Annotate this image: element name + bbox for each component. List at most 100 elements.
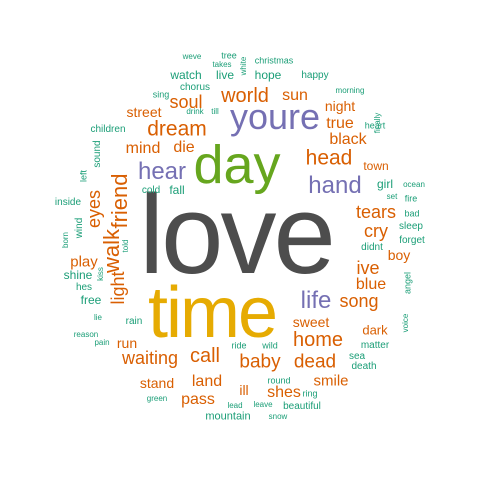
word-pass: pass [181, 391, 215, 408]
word-bad: bad [404, 208, 420, 219]
word-christmas: christmas [254, 55, 294, 66]
word-finally: finally [373, 112, 382, 134]
word-run: run [116, 335, 138, 351]
word-wild: wild [262, 340, 278, 351]
word-boy: boy [387, 247, 411, 263]
word-time: time [147, 273, 278, 353]
word-heart: heart [364, 120, 386, 131]
word-tree: tree [221, 50, 237, 61]
word-forget: forget [399, 235, 425, 246]
word-shine: shine [63, 268, 93, 282]
word-song: song [339, 291, 379, 311]
word-eyes: eyes [84, 189, 104, 229]
word-born: born [61, 231, 70, 249]
word-didnt: didnt [361, 242, 383, 253]
word-land: land [191, 373, 223, 390]
word-head: head [305, 146, 353, 170]
word-takes: takes [212, 60, 232, 69]
word-sing: sing [152, 89, 170, 100]
word-pain: pain [94, 338, 110, 347]
word-reason: reason [73, 330, 99, 339]
word-green: green [146, 394, 168, 403]
word-baby: baby [239, 351, 281, 373]
word-hear: hear [137, 158, 187, 185]
word-town: town [363, 159, 389, 173]
word-told: told [121, 239, 130, 253]
word-ive: ive [356, 258, 380, 278]
word-children: children [90, 124, 126, 135]
word-snow: snow [268, 412, 288, 421]
word-morning: morning [335, 86, 365, 95]
word-hand: hand [308, 172, 362, 199]
word-free: free [80, 293, 102, 307]
word-white: white [239, 56, 248, 76]
word-waiting: waiting [121, 348, 179, 368]
word-inside: inside [54, 197, 82, 208]
word-love: love [139, 172, 335, 297]
word-kiss: kiss [96, 267, 105, 281]
word-play: play [70, 253, 98, 271]
word-sweet: sweet [292, 314, 330, 330]
word-sun: sun [282, 87, 308, 104]
word-beautiful: beautiful [283, 401, 321, 412]
word-leave: leave [253, 400, 273, 409]
word-sound: sound [92, 140, 103, 168]
word-drink: drink [186, 107, 204, 116]
word-lead: lead [227, 401, 243, 410]
word-cry: cry [364, 221, 388, 241]
word-street: street [126, 104, 162, 120]
word-life: life [300, 287, 332, 314]
word-tears: tears [355, 202, 397, 222]
word-ride: ride [231, 340, 247, 351]
word-sleep: sleep [399, 221, 423, 232]
word-shes: shes [267, 384, 301, 401]
word-die: die [173, 139, 195, 156]
word-matter: matter [360, 340, 390, 351]
word-ring: ring [302, 388, 318, 399]
word-true: true [326, 115, 354, 132]
word-cold: cold [141, 185, 161, 196]
word-wind: wind [74, 217, 85, 239]
word-soul: soul [169, 92, 203, 112]
word-set: set [386, 192, 398, 201]
word-chorus: chorus [179, 82, 211, 93]
word-left: left [78, 169, 89, 183]
word-mind: mind [125, 140, 161, 157]
word-lie: lie [93, 313, 103, 322]
word-light: light [108, 271, 128, 305]
word-voice: voice [401, 313, 410, 333]
word-call: call [189, 345, 221, 367]
word-dark: dark [362, 322, 388, 338]
word-weve: weve [182, 52, 202, 61]
word-night: night [324, 98, 356, 114]
word-dream: dream [147, 117, 207, 141]
word-ill: ill [239, 382, 249, 398]
word-girl: girl [376, 177, 394, 191]
word-rain: rain [125, 316, 143, 327]
word-hope: hope [254, 68, 282, 82]
word-round: round [267, 375, 291, 386]
word-home: home [292, 329, 344, 351]
word-fire: fire [404, 193, 418, 204]
word-ocean: ocean [403, 180, 425, 189]
word-happy: happy [301, 70, 329, 81]
word-youre: youre [229, 96, 321, 137]
word-watch: watch [170, 68, 202, 82]
word-mountain: mountain [205, 410, 251, 423]
word-till: till [211, 107, 219, 116]
word-smile: smile [313, 372, 349, 390]
word-death: death [351, 361, 377, 372]
word-friend: friend [107, 173, 132, 229]
word-dead: dead [293, 351, 337, 373]
word-world: world [221, 85, 269, 107]
word-day: day [193, 135, 281, 195]
word-fall: fall [169, 183, 185, 197]
word-stand: stand [139, 375, 175, 391]
word-black: black [329, 131, 367, 148]
word-hes: hes [75, 282, 93, 293]
word-sea: sea [348, 351, 366, 362]
word-blue: blue [355, 276, 387, 293]
word-angel: angel [402, 271, 413, 295]
word-live: live [215, 68, 235, 82]
